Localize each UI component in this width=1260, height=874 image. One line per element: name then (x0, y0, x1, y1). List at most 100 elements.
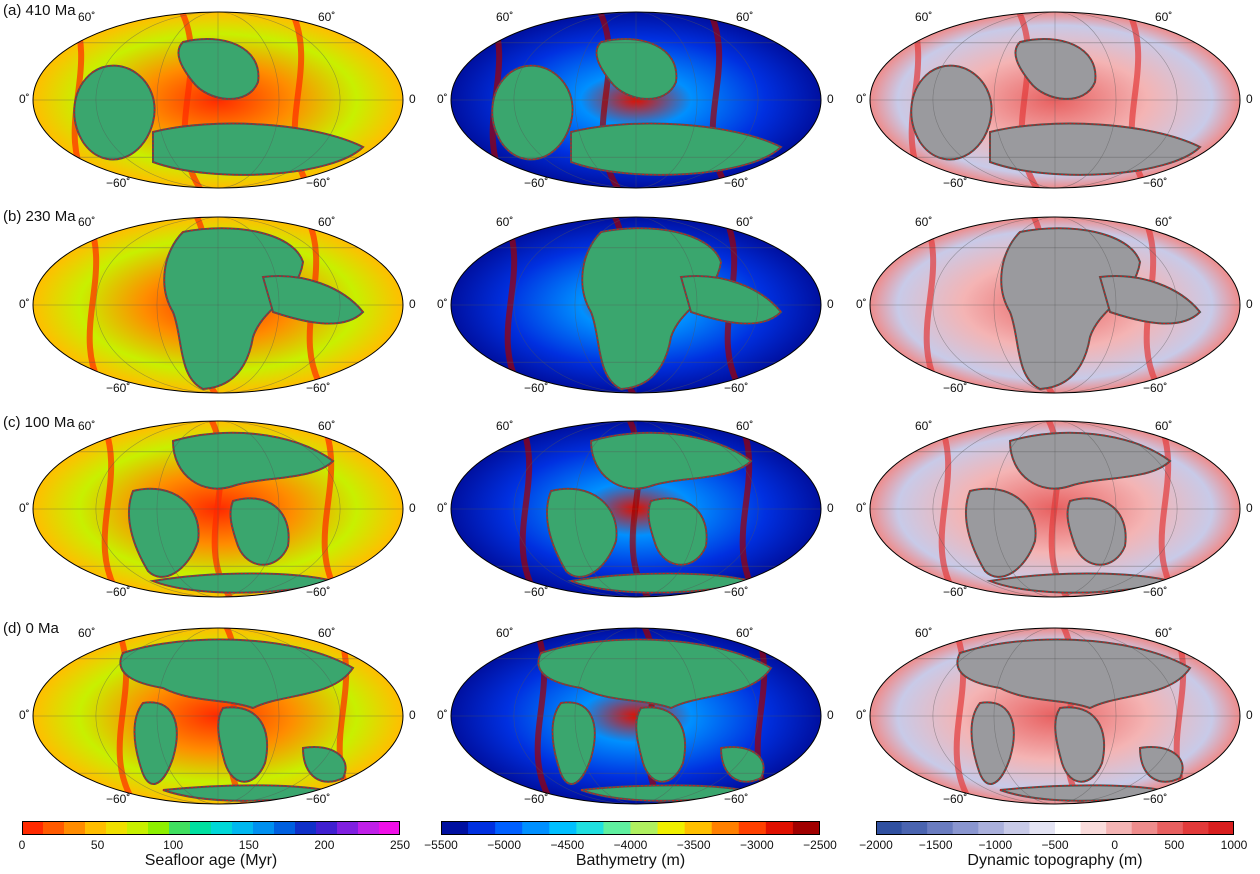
continent-shape (229, 497, 290, 566)
colorbar-tick-label: 50 (90, 838, 105, 852)
lat-label-south-right: −60˚ (724, 176, 749, 190)
plate-boundary (580, 784, 752, 802)
colorbar-title-bathymetry: Bathymetry (m) (575, 852, 686, 869)
continent-shape (73, 64, 156, 161)
lat-label-north-left: 60˚ (915, 419, 933, 433)
map-outline (32, 216, 404, 394)
colorbar-swatch (792, 821, 820, 835)
colorbar-swatch (64, 821, 86, 835)
plate-boundary (910, 65, 992, 160)
map-dynamic-topography-row-2 (869, 420, 1241, 598)
colorbar-swatch (1131, 821, 1158, 835)
map-outline (869, 627, 1241, 805)
meridian-line (513, 217, 759, 393)
lat-label-equator-left: 0˚ (19, 708, 30, 722)
lat-label-south-right: −60˚ (1143, 585, 1168, 599)
lat-label-south-right: −60˚ (724, 381, 749, 395)
plate-boundary (570, 123, 782, 176)
colorbar-swatch (232, 821, 254, 835)
lat-label-north-left: 60˚ (78, 215, 96, 229)
colorbar-swatch (684, 821, 713, 835)
lat-label-equator-left: 0˚ (437, 708, 448, 722)
lat-label-north-right: 60˚ (318, 215, 336, 229)
colorbar-swatch (901, 821, 928, 835)
colorbar-title-seafloor-age: Seafloor age (Myr) (144, 852, 278, 869)
continent-shape (217, 706, 269, 783)
plate-boundary (538, 638, 772, 709)
map-bathymetry-row-0 (450, 11, 822, 189)
lat-label-south-right: −60˚ (1143, 176, 1168, 190)
plate-boundary (989, 123, 1201, 176)
colorbar-swatch (22, 821, 44, 835)
colorbar-swatch (1029, 821, 1056, 835)
colorbar-tick-label: 200 (314, 838, 335, 852)
lat-label-equator-left: 0˚ (437, 297, 448, 311)
map-outline (450, 11, 822, 189)
colorbar-swatch (738, 821, 767, 835)
colorbar-swatch (337, 821, 359, 835)
meridian-line (156, 628, 280, 804)
lat-label-south-left: −60˚ (943, 176, 968, 190)
lat-label-north-left: 60˚ (78, 419, 96, 433)
plate-boundary (999, 784, 1171, 802)
colorbar-swatch (379, 821, 400, 835)
lat-label-equator-left: 0˚ (856, 297, 867, 311)
colorbar-tick-label: 100 (163, 838, 184, 852)
meridian-line (513, 628, 759, 804)
lat-label-south-left: −60˚ (106, 792, 131, 806)
colorbar-swatch (148, 821, 170, 835)
lat-label-north-left: 60˚ (78, 626, 96, 640)
lat-label-south-right: −60˚ (1143, 381, 1168, 395)
colorbar-tick-label: 500 (1164, 838, 1185, 852)
colorbar-tick-label: 0 (18, 838, 26, 852)
lat-label-south-left: −60˚ (524, 585, 549, 599)
colorbar-seafloor-age (22, 821, 400, 835)
colorbar-tick-label: 1000 (1220, 838, 1248, 852)
colorbar-swatch (169, 821, 191, 835)
meridian-line (95, 217, 341, 393)
plate-boundary (163, 227, 304, 390)
lat-label-north-right: 60˚ (736, 419, 754, 433)
map-seafloor-age-row-3 (32, 627, 404, 805)
meridian-line (932, 12, 1178, 188)
meridian-line (156, 12, 280, 188)
continent-shape (1066, 497, 1127, 566)
colorbar-swatch (603, 821, 631, 835)
lat-label-south-right: −60˚ (306, 792, 331, 806)
colorbar-swatch (1182, 821, 1209, 835)
colorbar-tick-label: −4500 (550, 838, 585, 852)
map-outline (450, 627, 822, 805)
continent-shape (635, 706, 687, 783)
colorbar-tick-label: −1000 (978, 838, 1013, 852)
plate-boundary (1000, 227, 1141, 390)
colorbar-tick-label: −500 (1041, 838, 1069, 852)
lat-label-south-right: −60˚ (306, 176, 331, 190)
plate-boundary (957, 638, 1191, 709)
colorbar-swatch (630, 821, 659, 835)
meridian-line (95, 628, 341, 804)
colorbar-tick-label: −3000 (739, 838, 774, 852)
lat-label-equator-left: 0˚ (437, 92, 448, 106)
colorbar-swatch (43, 821, 65, 835)
continent-shape (491, 64, 574, 161)
lat-label-south-right: −60˚ (306, 585, 331, 599)
colorbar-swatch (876, 821, 903, 835)
lat-label-equator-left: 0˚ (437, 501, 448, 515)
meridian-line (932, 628, 1178, 804)
map-dynamic-topography-row-0 (869, 11, 1241, 189)
map-dynamic-topography-row-1 (869, 216, 1241, 394)
colorbar-swatch (85, 821, 107, 835)
colorbar-swatch (522, 821, 550, 835)
colorbar-swatch (657, 821, 686, 835)
colorbar-swatch (576, 821, 604, 835)
lat-label-equator-left: 0˚ (19, 297, 30, 311)
meridian-line (513, 421, 759, 597)
lat-label-south-left: −60˚ (524, 381, 549, 395)
map-outline (869, 216, 1241, 394)
map-outline (450, 420, 822, 598)
lat-label-equator-right: 0 (409, 708, 416, 722)
lat-label-south-right: −60˚ (306, 381, 331, 395)
plate-boundary (120, 638, 354, 709)
plate-boundary (590, 432, 752, 490)
colorbar-dynamic-topography (876, 821, 1234, 835)
